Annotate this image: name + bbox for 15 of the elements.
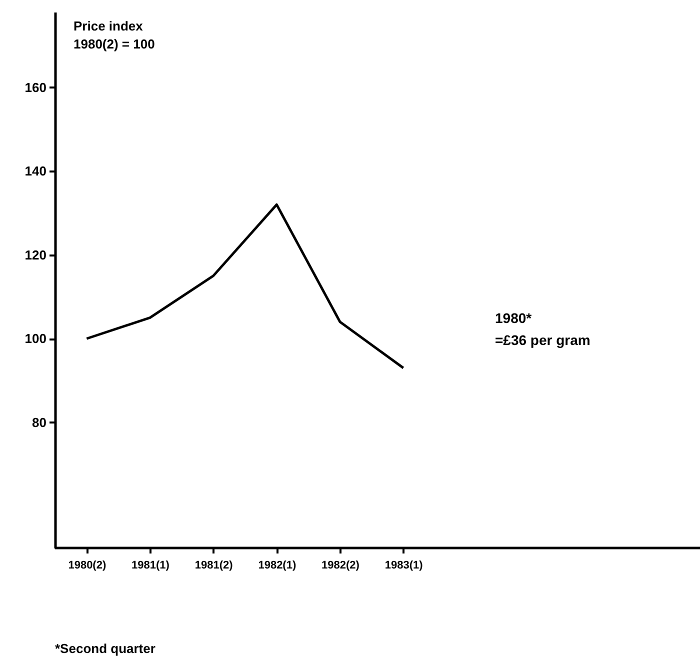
x-tick-label: 1983(1)	[384, 560, 424, 572]
x-tick-label: 1982(1)	[258, 560, 296, 572]
y-tick-label: 120	[24, 247, 46, 262]
x-tick-label: 1981(2)	[194, 560, 234, 572]
line-series	[85, 203, 405, 370]
y-axis-title: Price index 1980(2) = 100	[74, 18, 155, 52]
x-tick-label: 1980(2)	[68, 560, 106, 572]
y-tick-label: 160	[24, 80, 46, 95]
text: *Second quarter	[55, 641, 156, 656]
y-tick-label: 140	[24, 164, 46, 179]
text: 1980* =£36 per gram	[495, 310, 590, 348]
x-tick-label: 1981(1)	[132, 560, 170, 572]
y-tick-label: 100	[24, 331, 46, 346]
y-tick-label: 80	[32, 414, 46, 430]
x-tick-label: 1982(2)	[322, 560, 360, 572]
